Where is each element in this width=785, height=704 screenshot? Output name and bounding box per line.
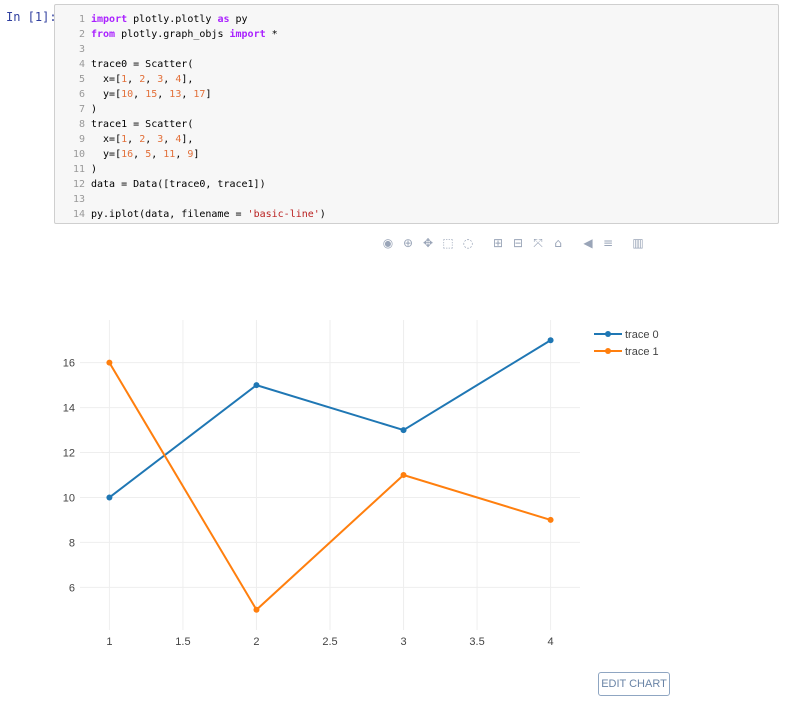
line-number: 2 xyxy=(78,29,85,40)
code-text: x=[1, 2, 3, 4], xyxy=(91,74,194,85)
line-number: 9 xyxy=(78,134,85,145)
series-line xyxy=(108,362,551,612)
code-text: py.iplot(data, filename = 'basic-line') xyxy=(91,209,326,220)
code-line: 5 x=[1, 2, 3, 4], xyxy=(55,72,326,87)
data-point xyxy=(106,359,113,366)
code-editor[interactable]: 1 import plotly.plotly as py 2 from plotly.… xyxy=(55,12,326,222)
data-point xyxy=(400,472,407,478)
line-number: 14 xyxy=(72,209,85,220)
x-tick-label: 1.5 xyxy=(175,636,190,648)
code-text: y=[10, 15, 13, 17] xyxy=(91,89,212,100)
code-line: 3 xyxy=(55,42,326,57)
box-select-icon[interactable]: ⬚ xyxy=(442,236,454,250)
data-point xyxy=(400,427,407,434)
zoom-in-icon[interactable]: ⊞ xyxy=(492,236,504,250)
plotly-logo-icon[interactable]: ▥ xyxy=(632,236,644,250)
code-line: 13 xyxy=(55,192,326,207)
line-number: 6 xyxy=(78,89,85,100)
code-line: 2 from plotly.graph_objs import * xyxy=(55,27,326,42)
code-text: data = Data([trace0, trace1]) xyxy=(91,179,266,190)
x-tick-label: 2.5 xyxy=(322,636,337,648)
x-tick-label: 1 xyxy=(106,636,112,648)
line-number: 10 xyxy=(72,149,85,160)
code-line: 1 import plotly.plotly as py xyxy=(55,12,326,27)
code-line: 12 data = Data([trace0, trace1]) xyxy=(55,177,326,192)
data-point xyxy=(547,516,554,523)
line-number: 12 xyxy=(72,179,85,190)
reset-axes-icon[interactable]: ⌂ xyxy=(554,236,562,250)
legend-label: trace 1 xyxy=(625,346,659,358)
code-line: 4 trace0 = Scatter( xyxy=(55,57,326,72)
edit-chart-button[interactable]: EDIT CHART xyxy=(598,672,670,696)
y-tick-label: 10 xyxy=(63,492,75,504)
code-text: trace1 = Scatter( xyxy=(91,119,194,130)
code-text: ) xyxy=(91,164,98,175)
data-point xyxy=(547,337,554,344)
legend-swatch-marker xyxy=(605,348,611,354)
code-line: 10 y=[16, 5, 11, 9] xyxy=(55,147,326,162)
data-point xyxy=(253,606,260,613)
code-line: 6 y=[10, 15, 13, 17] xyxy=(55,87,326,102)
code-text: trace0 = Scatter( xyxy=(91,59,194,70)
line-chart: 1 1.5 2 2.5 3 3.5 4 6 8 10 12 14 16 trace 0 trace 1 xyxy=(63,320,659,648)
data-point xyxy=(106,494,113,501)
series-line xyxy=(108,339,552,499)
line-number: 13 xyxy=(72,194,85,205)
x-tick-label: 3 xyxy=(400,636,406,648)
cell-prompt: In [1]: xyxy=(6,10,57,24)
code-text: x=[1, 2, 3, 4], xyxy=(91,134,194,145)
x-tick-label: 3.5 xyxy=(469,636,484,648)
y-tick-label: 8 xyxy=(69,537,75,549)
code-line: 8 trace1 = Scatter( xyxy=(55,117,326,132)
plot-modebar: ◉ ⊕ ✥ ⬚ ◌ ⊞ ⊟ ⤧ ⌂ ◀ ≡ ▥ xyxy=(380,235,650,251)
legend-label: trace 0 xyxy=(625,329,659,341)
code-line: 7) xyxy=(55,102,326,117)
x-tick-label: 4 xyxy=(548,636,554,648)
code-line: 9 x=[1, 2, 3, 4], xyxy=(55,132,326,147)
line-number: 1 xyxy=(78,14,85,25)
code-cell[interactable]: 1 import plotly.plotly as py 2 from plotly.… xyxy=(54,4,779,224)
code-line: 14 py.iplot(data, filename = 'basic-line'… xyxy=(55,207,326,222)
data-point xyxy=(253,382,260,389)
line-number: 5 xyxy=(78,74,85,85)
zoom-icon[interactable]: ⊕ xyxy=(402,236,414,250)
y-tick-label: 12 xyxy=(63,448,75,460)
line-number: 11 xyxy=(72,164,85,175)
pan-icon[interactable]: ✥ xyxy=(422,236,434,250)
y-tick-label: 16 xyxy=(63,358,75,370)
code-text: from plotly.graph_objs import * xyxy=(91,29,278,40)
y-tick-label: 6 xyxy=(69,582,75,594)
code-line: 11) xyxy=(55,162,326,177)
hover-compare-icon[interactable]: ≡ xyxy=(602,236,614,250)
lasso-icon[interactable]: ◌ xyxy=(462,236,474,250)
line-number: 8 xyxy=(78,119,85,130)
legend-swatch-marker xyxy=(605,331,611,337)
hover-closest-icon[interactable]: ◀ xyxy=(583,236,593,250)
camera-icon[interactable]: ◉ xyxy=(382,236,394,250)
code-text: y=[16, 5, 11, 9] xyxy=(91,149,200,160)
autoscale-icon[interactable]: ⤧ xyxy=(533,236,543,250)
code-text: import plotly.plotly as py xyxy=(91,14,248,25)
zoom-out-icon[interactable]: ⊟ xyxy=(512,236,524,250)
code-text: ) xyxy=(91,104,98,115)
line-number: 4 xyxy=(78,59,85,70)
line-number: 7 xyxy=(78,104,85,115)
line-number: 3 xyxy=(78,44,85,55)
x-tick-label: 2 xyxy=(253,636,259,648)
y-tick-label: 14 xyxy=(63,403,75,415)
